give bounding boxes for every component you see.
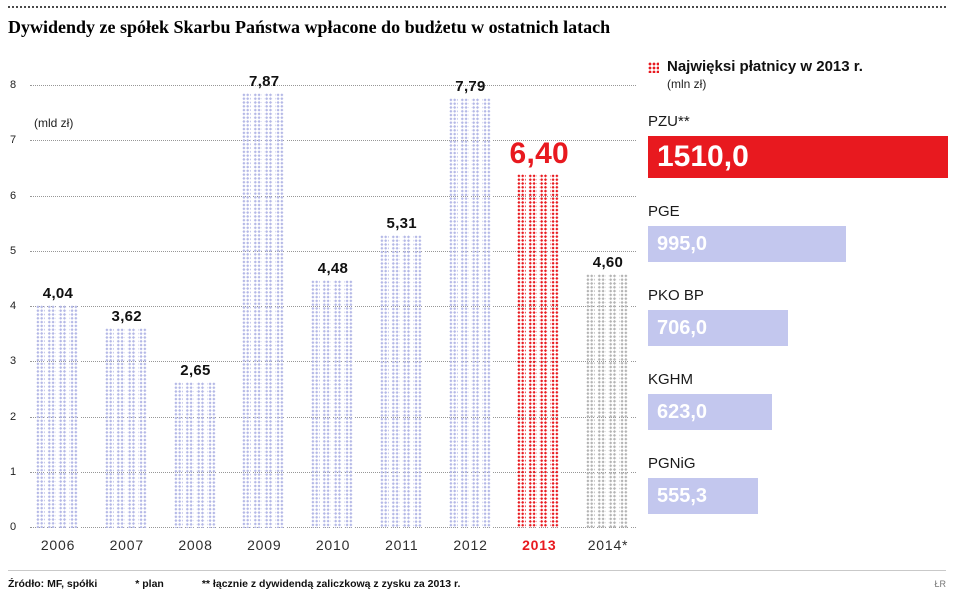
- content-row: 0 1 2 3 4 5 6 7 8 (mld zł) 4,04 3,62 2,65 7,87 4,48 5…: [8, 54, 948, 553]
- bar-column-2009: 7,87: [241, 73, 287, 528]
- bar-value-label-2006: 4,04: [42, 284, 74, 302]
- top-dotted-rule: [8, 6, 946, 8]
- payer-row-pzu: PZU** 1510,0: [648, 113, 948, 178]
- bar-column-2006: 4,04: [35, 86, 81, 528]
- payer-name-kghm: KGHM: [648, 371, 693, 388]
- payers-legend: Najwięksi płatnicy w 2013 r. (mln zł): [648, 58, 948, 91]
- x-tick-2010: 2010: [315, 537, 351, 553]
- bar-2014: [586, 273, 630, 528]
- bar-value-label-2008: 2,65: [180, 361, 211, 379]
- red-dots-icon: [648, 62, 659, 73]
- bar-column-2012: 7,79: [448, 78, 494, 528]
- bar-2007: [104, 328, 149, 528]
- bar-column-2010: 4,48: [310, 86, 356, 528]
- bar-2008: [173, 381, 218, 528]
- bar-value-label-2013: 6,40: [509, 137, 570, 171]
- y-tick-label: 5: [10, 244, 17, 257]
- bar-2012: [448, 97, 493, 528]
- payer-bar-pge: 995,0: [648, 226, 846, 262]
- payer-row-kghm: KGHM 623,0: [648, 371, 948, 430]
- x-tick-2008: 2008: [178, 537, 213, 553]
- plot-area: 0 1 2 3 4 5 6 7 8 (mld zł) 4,04 3,62 2,65 7,87 4,48 5…: [10, 73, 636, 533]
- payers-unit: (mln zł): [667, 77, 707, 91]
- payer-row-pgnig: PGNiG 555,3: [648, 455, 948, 514]
- bar-value-label-2010: 4,48: [317, 260, 349, 278]
- y-tick-label: 6: [10, 189, 17, 202]
- legend-text: Najwięksi płatnicy w 2013 r. (mln zł): [667, 58, 863, 91]
- plan-note: * plan: [135, 578, 164, 590]
- bar-value-label-2007: 3,62: [111, 308, 142, 325]
- bar-value-label-2009: 7,87: [249, 73, 280, 91]
- payer-name-pgnig: PGNiG: [648, 455, 696, 472]
- payer-name-pkobp: PKO BP: [648, 287, 704, 304]
- x-tick-2011: 2011: [385, 537, 419, 553]
- payers-title: Najwięksi płatnicy w 2013 r.: [667, 58, 863, 75]
- page-title: Dywidendy ze spółek Skarbu Państwa wpłac…: [8, 17, 611, 37]
- y-tick-label: 0: [10, 521, 17, 533]
- dividends-chart: 0 1 2 3 4 5 6 7 8 (mld zł) 4,04 3,62 2,65 7,87 4,48 5…: [8, 54, 636, 553]
- x-tick-2013: 2013: [522, 537, 557, 553]
- payer-bar-pkobp: 706,0: [648, 310, 789, 346]
- bar-column-2007: 3,62: [104, 86, 150, 528]
- bar-2009: [242, 93, 287, 528]
- interim-dividend-note: ** łącznie z dywidendą zaliczkową z zysk…: [201, 578, 461, 590]
- y-tick-label: 2: [10, 410, 17, 423]
- author-credit: ŁR: [934, 579, 946, 589]
- x-tick-2014: 2014*: [587, 537, 629, 553]
- payer-row-pge: PGE 995,0: [648, 203, 948, 262]
- y-tick-label: 4: [10, 300, 17, 312]
- payer-bar-pgnig: 555,3: [648, 478, 759, 514]
- bar-column-2008: 2,65: [173, 86, 219, 528]
- bar-2013: [517, 174, 562, 528]
- payer-bar-kghm: 623,0: [648, 394, 772, 430]
- bar-value-label-2011: 5,31: [386, 214, 417, 232]
- source-note: Źródło: MF, spółki: [8, 578, 98, 590]
- bar-column-2014: 4,60: [585, 86, 631, 528]
- bar-2011: [379, 234, 424, 528]
- bar-column-2013: 6,40: [509, 86, 569, 528]
- bar-value-label-2014: 4,60: [592, 253, 624, 271]
- payer-bar-pzu: 1510,0: [648, 136, 948, 178]
- x-tick-2012: 2012: [453, 537, 488, 553]
- x-tick-2009: 2009: [247, 537, 282, 553]
- payer-row-pkobp: PKO BP 706,0: [648, 287, 948, 346]
- x-tick-2006: 2006: [40, 537, 76, 553]
- bar-2010: [311, 280, 355, 528]
- bar-2006: [36, 304, 80, 528]
- y-tick-label: 3: [10, 355, 17, 368]
- x-tick-2007: 2007: [109, 537, 144, 553]
- bar-value-label-2012: 7,79: [455, 77, 486, 95]
- payers-panel: Najwięksi płatnicy w 2013 r. (mln zł) PZ…: [648, 54, 948, 553]
- footer: Źródło: MF, spółki * plan ** łącznie z d…: [8, 570, 946, 590]
- payers-list: PZU** 1510,0 PGE 995,0 PKO BP 706,0 KGHM 623,0 P…: [648, 113, 948, 514]
- gridline-7: 7: [10, 134, 636, 146]
- payer-name-pzu: PZU**: [648, 113, 690, 130]
- y-axis-unit-label: (mld zł): [34, 116, 74, 130]
- y-tick-label: 7: [10, 134, 17, 147]
- bar-column-2011: 5,31: [379, 86, 425, 528]
- y-tick-label: 1: [10, 465, 17, 478]
- y-tick-label: 8: [10, 79, 17, 91]
- x-axis-labels: 2006 2007 2008 2009 2010 2011 2012 2013 2014*: [30, 537, 636, 553]
- gridline-8: 8: [10, 79, 636, 91]
- bars: 4,04 3,62 2,65 7,87 4,48 5,31 7,79 6,40 4,60: [30, 73, 636, 528]
- payer-name-pge: PGE: [648, 203, 680, 220]
- gridline-6: 6: [10, 190, 636, 202]
- gridline-5: 5: [10, 245, 636, 257]
